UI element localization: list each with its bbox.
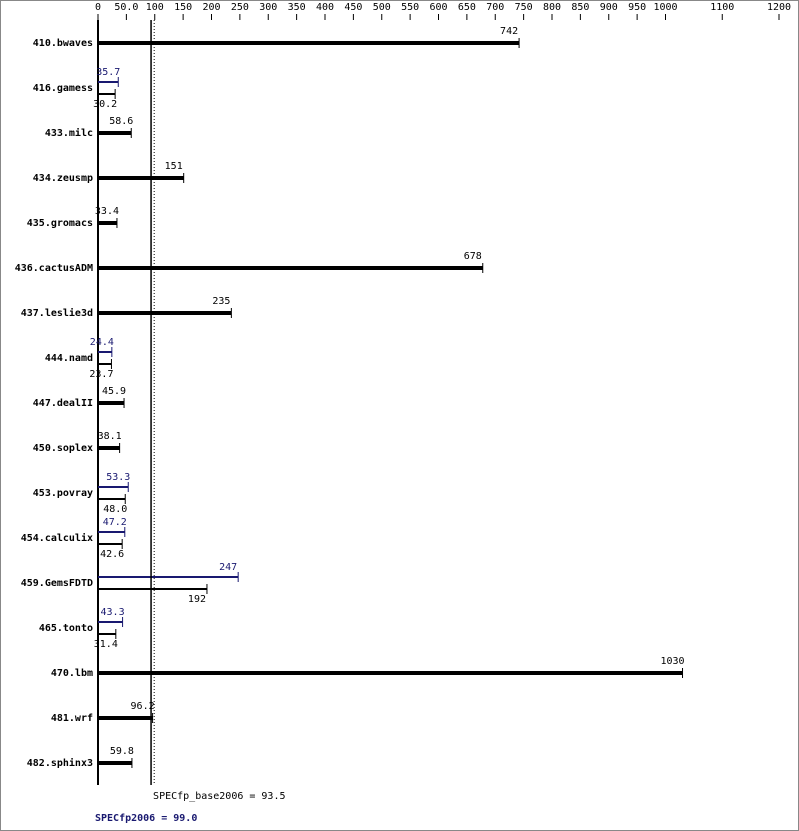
- x-tick-label: 600: [429, 2, 447, 13]
- value-label: 58.6: [109, 116, 133, 127]
- category-label: 481.wrf: [51, 713, 93, 724]
- category-label: 459.GemsFDTD: [21, 578, 93, 589]
- x-tick-label: 750: [515, 2, 533, 13]
- bar: [98, 93, 116, 95]
- category-label: 454.calculix: [21, 532, 93, 544]
- category-label: 410.bwaves: [33, 38, 93, 49]
- x-tick-label: 700: [486, 2, 504, 13]
- bar: [98, 446, 120, 450]
- value-label: 47.2: [103, 517, 127, 528]
- x-tick-label: 900: [600, 2, 618, 13]
- bar: [98, 311, 232, 315]
- bar: [98, 176, 184, 180]
- x-tick-label: 50.0: [114, 2, 138, 13]
- category-label: 447.dealII: [33, 398, 93, 409]
- category-label: 470.lbm: [51, 668, 93, 679]
- bar: [98, 486, 129, 488]
- x-tick-label: 1200: [767, 2, 791, 13]
- bar: [98, 351, 112, 353]
- x-tick-label: 400: [316, 2, 334, 13]
- x-tick-label: 1100: [710, 2, 734, 13]
- category-label: 434.zeusmp: [33, 173, 93, 184]
- category-label: 433.milc: [45, 127, 93, 139]
- category-label: 416.gamess: [33, 83, 93, 94]
- category-label: 435.gromacs: [27, 218, 93, 229]
- bar: [98, 363, 112, 365]
- x-tick-label: 0: [95, 2, 101, 13]
- bar: [98, 531, 125, 533]
- value-label: 24.4: [90, 337, 114, 348]
- bar: [98, 498, 126, 500]
- bar: [98, 401, 125, 405]
- value-label: 96.2: [131, 701, 155, 712]
- bar: [98, 221, 117, 225]
- category-label: 437.leslie3d: [21, 307, 93, 319]
- value-label: 33.4: [95, 206, 119, 217]
- x-tick-label: 950: [628, 2, 646, 13]
- x-tick-label: 650: [458, 2, 476, 13]
- bar: [98, 576, 239, 578]
- bar: [98, 671, 683, 675]
- bar: [98, 588, 207, 590]
- x-tick-label: 550: [401, 2, 419, 13]
- value-label: 48.0: [103, 504, 127, 515]
- value-label: 35.7: [96, 67, 120, 78]
- value-label: 151: [165, 161, 183, 172]
- value-label: 45.9: [102, 386, 126, 397]
- bar: [98, 716, 153, 720]
- category-label: 482.sphinx3: [27, 757, 93, 769]
- bar: [98, 633, 116, 635]
- bar: [98, 621, 123, 623]
- peak-mean-label: SPECfp2006 = 99.0: [95, 813, 197, 824]
- x-tick-label: 300: [259, 2, 277, 13]
- value-label: 31.4: [94, 639, 118, 650]
- x-tick-label: 350: [288, 2, 306, 13]
- value-label: 23.7: [89, 369, 113, 380]
- value-label: 192: [188, 594, 206, 605]
- value-label: 42.6: [100, 549, 124, 560]
- x-tick-label: 250: [231, 2, 249, 13]
- value-label: 247: [219, 562, 237, 573]
- value-label: 742: [500, 26, 518, 37]
- x-tick-label: 1000: [653, 2, 677, 13]
- bar: [98, 761, 132, 765]
- category-label: 450.soplex: [33, 443, 93, 454]
- category-label: 444.namd: [45, 353, 93, 364]
- value-label: 53.3: [106, 472, 130, 483]
- x-tick-label: 200: [202, 2, 220, 13]
- x-tick-label: 150: [174, 2, 192, 13]
- bar: [98, 81, 119, 83]
- value-label: 678: [464, 251, 482, 262]
- category-label: 465.tonto: [39, 623, 93, 634]
- category-label: 436.cactusADM: [15, 263, 93, 274]
- value-label: 30.2: [93, 99, 117, 110]
- bar: [98, 131, 132, 135]
- category-label: 453.povray: [33, 488, 93, 499]
- x-tick-label: 500: [373, 2, 391, 13]
- x-tick-label: 450: [344, 2, 362, 13]
- x-tick-label: 800: [543, 2, 561, 13]
- bar: [98, 543, 123, 545]
- bar: [98, 41, 520, 45]
- bar: [98, 266, 483, 270]
- value-label: 59.8: [110, 746, 134, 757]
- value-label: 235: [212, 296, 230, 307]
- value-label: 43.3: [101, 607, 125, 618]
- value-label: 1030: [660, 656, 684, 667]
- base-mean-label: SPECfp_base2006 = 93.5: [153, 791, 285, 802]
- x-tick-label: 850: [571, 2, 589, 13]
- value-label: 38.1: [98, 431, 122, 442]
- x-tick-label: 100: [146, 2, 164, 13]
